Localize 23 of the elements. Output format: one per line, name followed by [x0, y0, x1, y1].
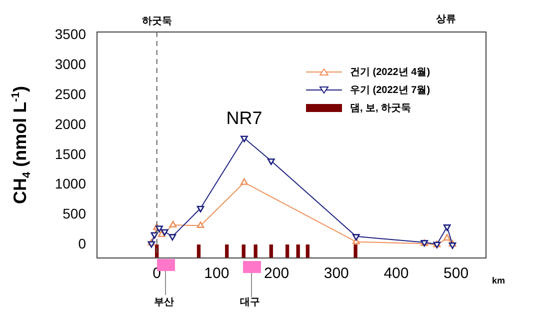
x-tick-label: 500 — [444, 265, 469, 282]
x-tick-label: 100 — [204, 265, 230, 282]
y-tick-label: 500 — [62, 206, 86, 222]
ref-line-label: 하굿둑 — [142, 16, 172, 27]
legend-label: 우기 (2022년 7월) — [350, 84, 430, 96]
legend-label: 건기 (2022년 4월) — [350, 66, 430, 78]
y-axis-title: CH4 (nmol L-1) — [10, 86, 33, 204]
x-tick-label: 200 — [264, 265, 290, 282]
annotation: NR7 — [226, 108, 262, 128]
y-tick-label: 1000 — [54, 176, 86, 192]
x-tick-label: 400 — [384, 265, 409, 282]
y-tick-label: 3500 — [54, 26, 86, 42]
legend-label: 댐, 보, 하굿둑 — [350, 102, 412, 114]
text: 부산 — [154, 296, 174, 308]
x-tick-label: 300 — [324, 265, 349, 282]
y-tick-label: 3000 — [54, 56, 86, 72]
y-tick-label: 0 — [78, 236, 86, 252]
text: 상류 — [436, 14, 456, 25]
y-tick-label: 1500 — [54, 146, 86, 162]
text: 대구 — [240, 296, 260, 308]
y-tick-label: 2500 — [54, 86, 86, 102]
x-axis-title: km — [492, 275, 506, 286]
y-tick-label: 2000 — [54, 116, 86, 132]
